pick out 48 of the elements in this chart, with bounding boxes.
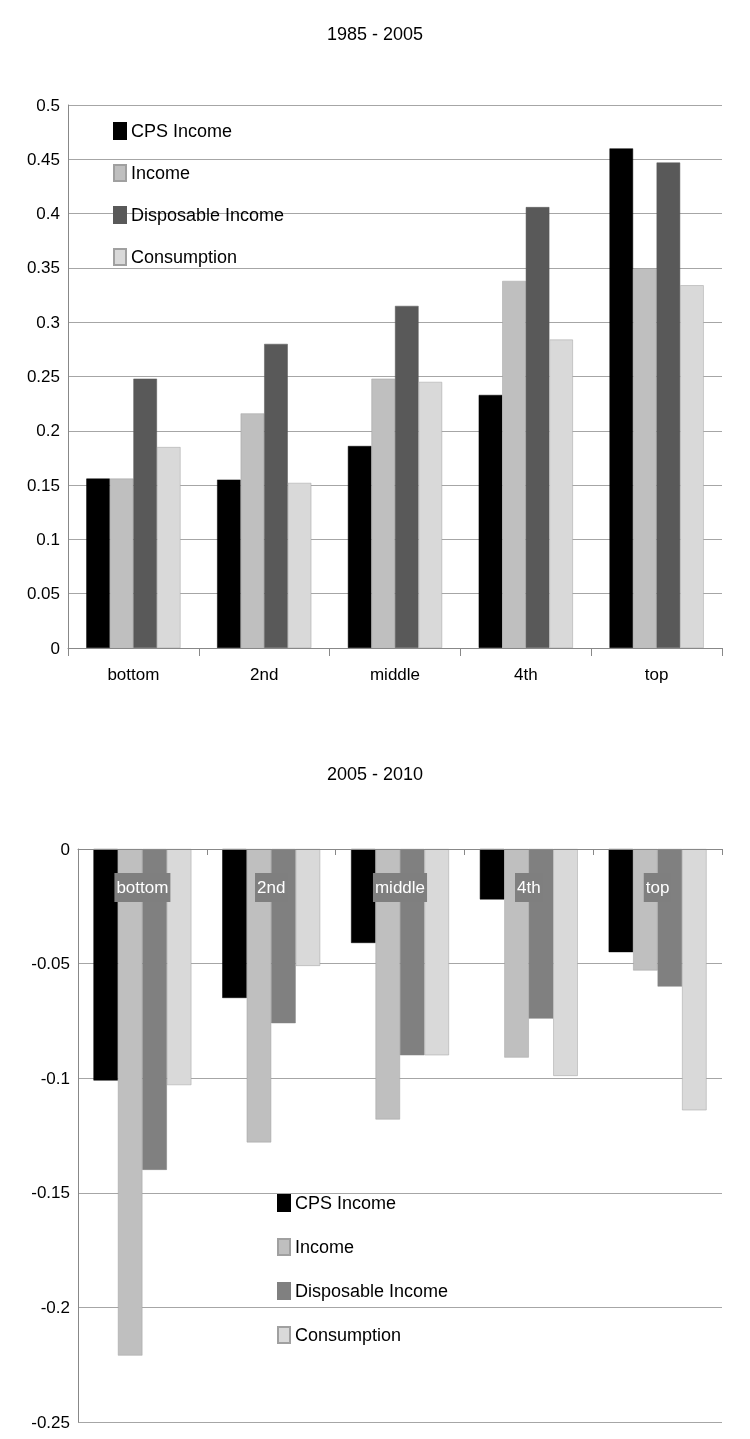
legend-label: CPS Income [295, 1193, 397, 1213]
y-tick-label: 0 [50, 638, 60, 658]
y-tick-label: 0.3 [36, 312, 60, 332]
y-tick-label: 0.05 [26, 584, 60, 604]
x-tick-label: 4th [513, 665, 538, 684]
x-tick-label: top [645, 878, 670, 897]
x-tick-label: top [644, 665, 669, 684]
legend-label: CPS Income [131, 121, 233, 141]
legend-label: Consumption [131, 247, 238, 267]
x-tick-label: middle [369, 665, 421, 684]
y-tick-label: -0.15 [31, 1183, 70, 1203]
y-tick-label: 0.1 [36, 529, 60, 549]
legend-label: Consumption [295, 1325, 402, 1345]
y-tick-label: -0.05 [31, 954, 70, 974]
y-tick-label: -0.2 [40, 1297, 70, 1317]
bar [395, 305, 419, 648]
y-tick-label: 0.15 [26, 475, 60, 495]
bar [609, 148, 634, 648]
x-tick-label: middle [374, 878, 426, 897]
bar [133, 378, 157, 648]
y-tick-label: -0.25 [31, 1412, 70, 1432]
bar [109, 478, 134, 648]
y-tick-label: 0.35 [26, 258, 60, 278]
bar [478, 394, 503, 648]
chart-title: 1985 - 2005 [326, 24, 424, 44]
y-tick-label: 0.45 [26, 149, 60, 169]
bar [525, 207, 550, 648]
y-tick-label: 0 [60, 839, 70, 859]
legend-label: Income [131, 163, 191, 183]
legend-label: Income [295, 1237, 355, 1257]
bar [656, 162, 681, 648]
bar [347, 446, 372, 648]
y-tick-label: 0.25 [26, 367, 60, 386]
x-tick-label: bottom [116, 878, 169, 897]
bar [217, 479, 241, 648]
legend-label: Disposable Income [295, 1281, 449, 1301]
bar [264, 343, 288, 648]
y-tick-label: -0.1 [40, 1068, 70, 1088]
x-tick-label: 4th [516, 878, 541, 897]
y-tick-label: 0.5 [36, 95, 60, 115]
y-tick-label: 0.2 [36, 421, 60, 441]
x-tick-label: 2nd [257, 878, 286, 897]
legend-label: Disposable Income [131, 205, 285, 225]
x-tick-label: bottom [107, 665, 160, 684]
x-tick-label: 2nd [250, 665, 279, 684]
y-tick-label: 0.4 [36, 204, 60, 224]
bar [86, 478, 110, 648]
chart-title: 2005 - 2010 [326, 764, 424, 784]
